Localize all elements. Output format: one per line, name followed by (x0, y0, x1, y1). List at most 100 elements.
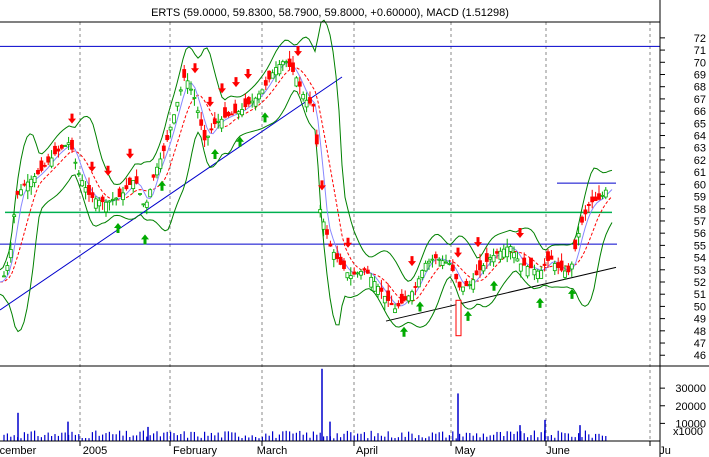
candle-body (406, 295, 411, 302)
candle-body (301, 94, 306, 100)
candle-body (287, 58, 292, 67)
time-axis-label: April (356, 445, 378, 457)
candle-body (63, 145, 68, 147)
price-tick-label: 60 (694, 179, 706, 191)
candle-body (600, 194, 605, 197)
time-axis-label: Ju (659, 445, 671, 457)
candle-body (427, 260, 431, 264)
candle-body (2, 275, 6, 278)
volume-tick-label: 10000 (675, 418, 706, 430)
candle-body (532, 269, 537, 276)
candle-body (19, 189, 23, 196)
price-tick-label: 68 (694, 82, 706, 94)
candle-body (314, 134, 319, 145)
price-tick-label: 64 (694, 131, 706, 143)
candle-body (12, 214, 17, 218)
sell-signal-arrow (454, 247, 462, 258)
candle-body (206, 135, 210, 138)
buy-signal-arrow (211, 148, 219, 159)
candle-body (508, 246, 513, 252)
candle-body (413, 286, 418, 288)
candle-body (250, 100, 255, 104)
candle-body (399, 293, 404, 304)
candle-body (280, 61, 285, 66)
candle-body (386, 290, 391, 301)
candle-body (559, 260, 564, 271)
candle-body (566, 265, 571, 273)
candle-body (144, 201, 149, 208)
price-tick-label: 56 (694, 228, 706, 240)
candle-body (583, 209, 588, 215)
sell-signal-arrow (88, 161, 96, 172)
candle-body (416, 278, 421, 288)
candle-body (461, 286, 465, 292)
candle-body (495, 251, 499, 254)
candle-body (382, 295, 387, 304)
candle-body (216, 120, 221, 123)
candle-body (355, 272, 360, 275)
candle-body (430, 258, 435, 261)
candle-body (539, 270, 544, 279)
candle-body (141, 203, 146, 206)
candle-body (433, 254, 438, 259)
candle-body (209, 128, 214, 131)
candle-body (138, 193, 142, 195)
candle-body (518, 263, 523, 272)
price-tick-label: 65 (694, 118, 706, 130)
horizontal-level-lines (0, 45, 660, 322)
candle-body (199, 119, 204, 126)
candle-body (90, 192, 95, 198)
candle-body (257, 93, 261, 100)
buy-signal-arrow (141, 234, 149, 245)
candle-body (420, 270, 425, 278)
sell-signal-arrow (474, 237, 482, 248)
buy-signal-arrow (158, 180, 166, 191)
buy-signal-arrow (400, 326, 408, 337)
candle-body (345, 272, 350, 279)
candle-body (454, 273, 459, 280)
candle-body (253, 97, 258, 107)
candle-body (348, 275, 353, 279)
candle-body (369, 276, 374, 288)
grid-lines (79, 22, 651, 441)
candle-body (535, 270, 540, 279)
candle-body (66, 142, 71, 145)
candle-body (328, 243, 333, 247)
candle-body (318, 209, 323, 214)
candle-body (175, 101, 180, 107)
sell-signal-arrow (126, 148, 134, 159)
candle-body (131, 180, 136, 190)
sell-signal-arrow (516, 228, 524, 239)
candle-body (192, 97, 197, 99)
candle-body (114, 197, 119, 200)
candle-body (525, 266, 530, 277)
buy-signal-arrow (464, 310, 472, 321)
candle-body (471, 279, 476, 290)
candle-body (603, 189, 608, 198)
candle-body (97, 199, 102, 207)
buy-signal-arrow (261, 112, 269, 123)
candle-body (376, 285, 380, 295)
buy-signal-arrow (416, 301, 424, 312)
candle-body (267, 70, 272, 80)
candle-body (474, 270, 479, 276)
price-tick-label: 52 (694, 277, 706, 289)
candle-body (580, 216, 584, 223)
candle-body (297, 81, 302, 87)
candle-body (172, 114, 176, 124)
candle-body (29, 178, 34, 188)
price-tick-label: 46 (694, 350, 706, 362)
candle-body (260, 89, 265, 94)
candle-body (223, 107, 227, 118)
price-tick-label: 72 (694, 33, 706, 45)
candle-body (36, 170, 40, 175)
candle-body (56, 148, 61, 152)
candle-body (25, 181, 30, 192)
candle-body (39, 160, 44, 171)
candle-body (53, 145, 57, 155)
sell-signal-arrow (191, 63, 199, 74)
volume-unit-label: x1000 (673, 426, 703, 438)
candle-body (76, 173, 81, 176)
sell-signal-arrow (218, 83, 226, 94)
